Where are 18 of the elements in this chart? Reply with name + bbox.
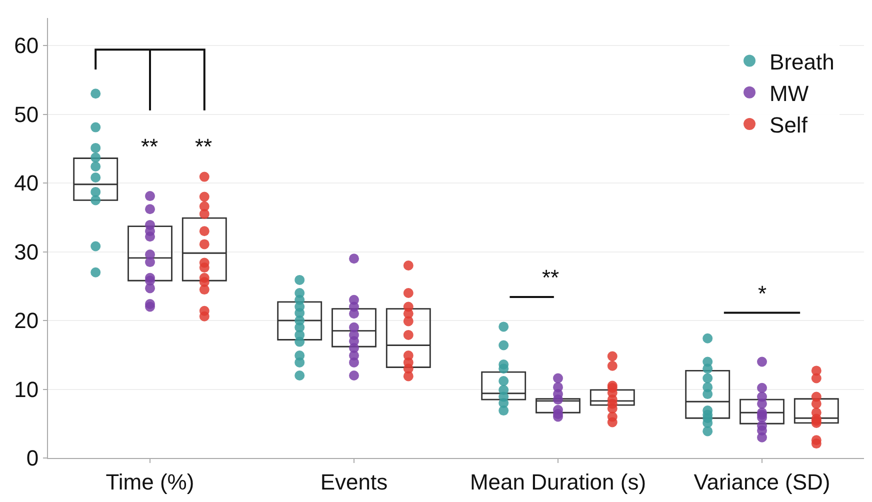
y-tick-label: 30 bbox=[14, 239, 39, 264]
x-tick-label: Mean Duration (s) bbox=[470, 469, 646, 494]
legend-label: Breath bbox=[770, 49, 834, 74]
legend-label: Self bbox=[770, 112, 808, 138]
y-tick-label: 40 bbox=[14, 170, 39, 196]
annotation: * bbox=[758, 281, 767, 306]
x-tick-label: Events bbox=[320, 469, 388, 494]
y-tick-label: 20 bbox=[14, 308, 39, 334]
y-tick-label: 0 bbox=[26, 446, 39, 471]
y-tick-label: 60 bbox=[14, 33, 39, 58]
x-tick-label: Variance (SD) bbox=[694, 469, 830, 494]
y-tick-label: 50 bbox=[14, 102, 39, 127]
annotation: ** bbox=[542, 265, 560, 290]
y-tick-label: 10 bbox=[14, 376, 39, 402]
annotation: ** bbox=[141, 134, 159, 159]
x-tick-label: Time (%) bbox=[106, 469, 194, 494]
annotation: ** bbox=[195, 134, 213, 159]
legend-label: MW bbox=[770, 80, 809, 106]
